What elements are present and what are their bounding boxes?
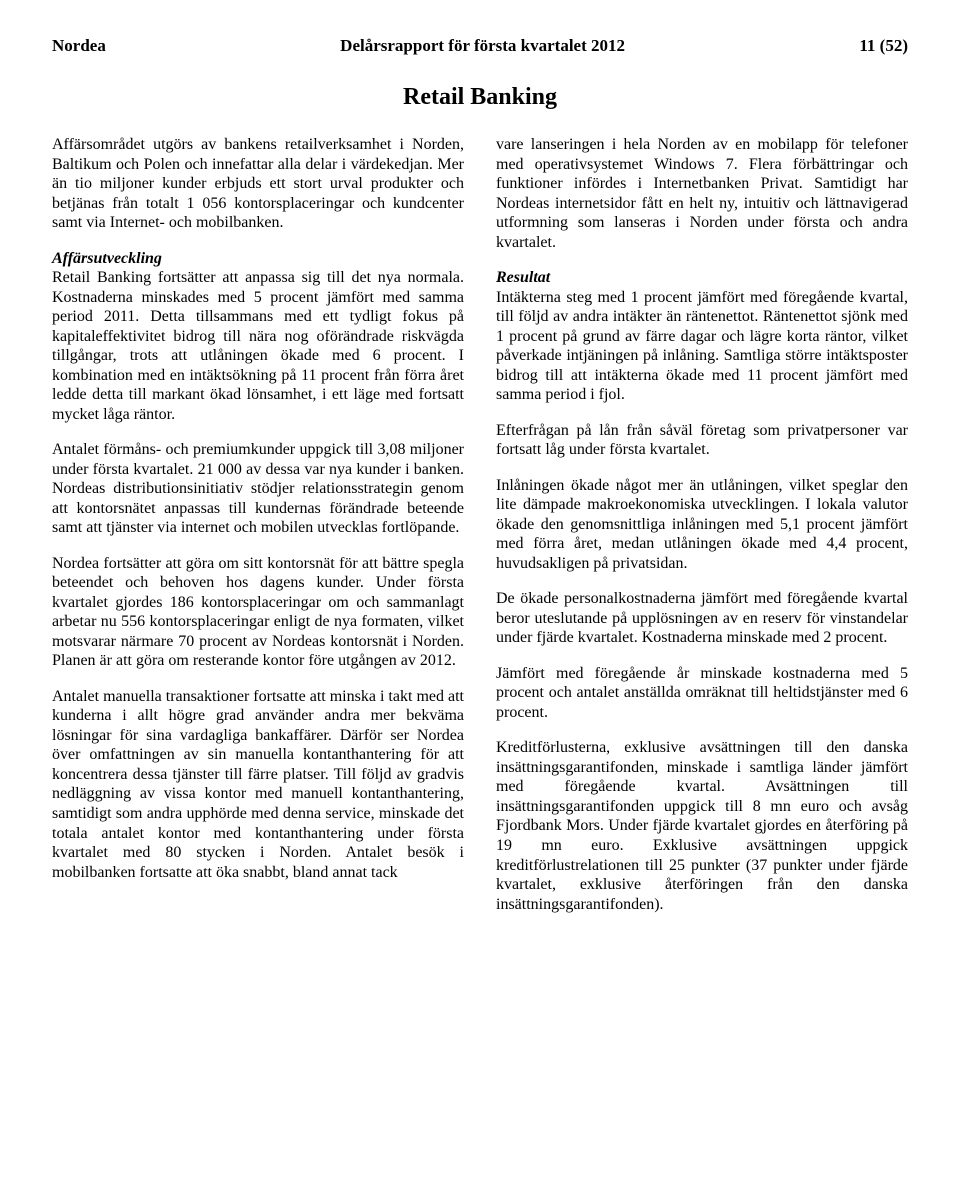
body-text: Jämfört med föregående år minskade kostn…: [496, 664, 908, 723]
business-development-section: Affärsutveckling Retail Banking fortsätt…: [52, 249, 464, 425]
company-name: Nordea: [52, 36, 106, 56]
page-number: 11 (52): [859, 36, 908, 56]
report-title: Delårsrapport för första kvartalet 2012: [340, 36, 625, 56]
subheading-business-development: Affärsutveckling: [52, 250, 162, 267]
body-text: Efterfrågan på lån från såväl företag so…: [496, 421, 908, 460]
body-text: Retail Banking fortsätter att anpassa si…: [52, 269, 464, 423]
body-text: Kreditförlusterna, exklusive avsättninge…: [496, 738, 908, 914]
body-text: Intäkterna steg med 1 procent jämfört me…: [496, 289, 908, 404]
intro-paragraph: Affärsområdet utgörs av bankens retailve…: [52, 135, 464, 233]
page-header: Nordea Delårsrapport för första kvartale…: [52, 36, 908, 56]
body-text: vare lanseringen i hela Norden av en mob…: [496, 135, 908, 252]
subheading-result: Resultat: [496, 269, 550, 286]
body-text: De ökade personalkostnaderna jämfört med…: [496, 589, 908, 648]
section-title: Retail Banking: [52, 84, 908, 111]
right-column: vare lanseringen i hela Norden av en mob…: [496, 135, 908, 930]
body-text: Nordea fortsätter att göra om sitt konto…: [52, 554, 464, 671]
two-column-layout: Affärsområdet utgörs av bankens retailve…: [52, 135, 908, 930]
result-section: Resultat Intäkterna steg med 1 procent j…: [496, 268, 908, 405]
body-text: Antalet manuella transaktioner fortsatte…: [52, 687, 464, 882]
left-column: Affärsområdet utgörs av bankens retailve…: [52, 135, 464, 930]
body-text: Inlåningen ökade något mer än utlåningen…: [496, 476, 908, 574]
page: Nordea Delårsrapport för första kvartale…: [0, 0, 960, 970]
body-text: Antalet förmåns- och premiumkunder uppgi…: [52, 440, 464, 538]
